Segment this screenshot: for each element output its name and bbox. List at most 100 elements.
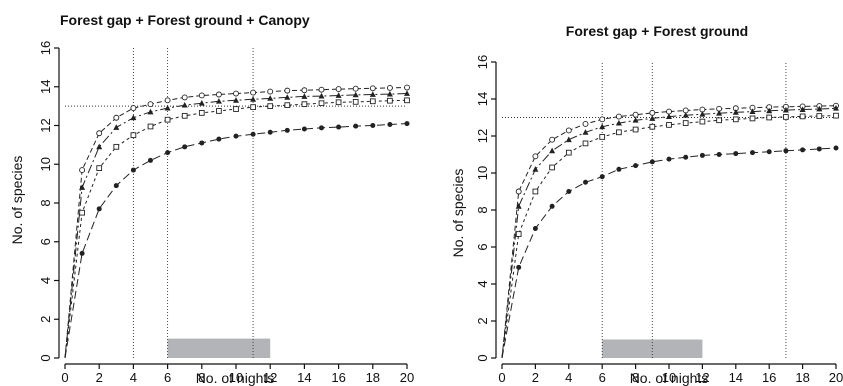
data-point: [404, 84, 410, 91]
y-tick-label: 6: [475, 243, 490, 250]
data-point: [749, 108, 756, 114]
data-point: [699, 118, 706, 125]
data-point: [370, 123, 376, 128]
y-tick-label: 8: [475, 206, 490, 213]
y-tick-label: 12: [38, 118, 53, 132]
data-point: [352, 99, 359, 105]
data-point: [336, 124, 342, 130]
data-point: [352, 85, 359, 92]
data-point: [682, 120, 689, 126]
data-point: [515, 231, 522, 237]
data-point: [113, 143, 120, 150]
data-point: [782, 106, 789, 113]
data-point: [583, 179, 588, 185]
y-tick-label: 12: [475, 129, 490, 143]
data-point: [733, 151, 739, 157]
data-point: [799, 106, 806, 112]
data-point: [683, 154, 689, 160]
y-tick-label: 6: [38, 238, 53, 245]
data-point: [549, 164, 555, 171]
x-tick-label: 20: [829, 370, 843, 385]
data-point: [616, 166, 622, 172]
x-tick-label: 6: [164, 370, 171, 385]
data-point: [335, 99, 342, 106]
data-point: [130, 114, 137, 121]
y-tick-label: 4: [38, 277, 53, 284]
data-point: [404, 121, 410, 127]
data-point: [833, 112, 839, 119]
data-point: [113, 183, 119, 189]
data-point: [318, 86, 325, 93]
data-point: [284, 102, 291, 109]
data-point: [130, 105, 137, 112]
data-point: [532, 188, 539, 195]
data-point: [565, 136, 572, 143]
data-point: [783, 148, 789, 154]
data-point: [250, 96, 257, 102]
data-point: [515, 203, 522, 209]
data-point: [666, 156, 672, 162]
x-tick-label: 14: [297, 370, 311, 385]
data-point: [565, 127, 572, 134]
data-point: [233, 106, 239, 112]
data-point: [833, 105, 839, 111]
data-point: [181, 112, 188, 119]
data-point: [750, 150, 755, 156]
x-tick-label: 16: [331, 370, 345, 385]
x-tick-label: 0: [498, 370, 505, 385]
data-point: [198, 100, 205, 106]
x-tick-label: 2: [532, 370, 539, 385]
data-point: [113, 124, 120, 130]
data-point: [799, 113, 806, 120]
data-point: [301, 93, 308, 99]
data-point: [164, 97, 171, 104]
series-line: [64, 87, 408, 359]
data-point: [716, 117, 722, 124]
x-tick-label: 20: [400, 370, 414, 385]
data-point: [267, 103, 274, 109]
data-point: [599, 174, 605, 180]
data-point: [267, 95, 274, 101]
chart-panel-right: Forest gap + Forest ground No. of specie…: [450, 23, 843, 386]
data-point: [335, 92, 342, 98]
data-point: [404, 97, 410, 104]
data-point: [199, 140, 205, 146]
data-point: [649, 159, 655, 165]
data-point: [833, 145, 839, 151]
data-point: [566, 189, 572, 194]
data-point: [599, 116, 606, 123]
series-line: [501, 107, 837, 359]
y-tick-label: 0: [475, 354, 490, 361]
series-line: [501, 115, 837, 359]
data-point: [233, 133, 239, 139]
series-line: [501, 105, 837, 359]
data-point: [335, 86, 342, 93]
data-point: [766, 107, 773, 114]
data-point: [732, 109, 739, 115]
data-point: [301, 126, 307, 132]
x-tick-label: 8: [632, 370, 639, 385]
data-point: [250, 89, 257, 96]
data-point: [549, 147, 556, 154]
data-point: [164, 116, 171, 123]
y-tick-label: 14: [38, 80, 53, 94]
data-point: [699, 110, 706, 117]
data-point: [198, 110, 205, 116]
y-tick-label: 8: [38, 199, 53, 206]
data-point: [549, 203, 555, 209]
y-tick-label: 10: [475, 166, 490, 180]
data-point: [649, 115, 656, 121]
data-point: [215, 91, 222, 98]
data-point: [96, 143, 103, 150]
data-point: [267, 88, 274, 95]
data-point: [301, 87, 308, 94]
y-tick-label: 2: [38, 316, 53, 323]
x-tick-label: 12: [263, 370, 277, 385]
data-point: [565, 149, 572, 156]
data-point: [615, 119, 622, 126]
chart-title-right: Forest gap + Forest ground: [566, 23, 748, 39]
range-bar: [167, 338, 271, 358]
data-point: [353, 123, 359, 129]
data-point: [267, 129, 273, 135]
data-point: [387, 97, 393, 104]
